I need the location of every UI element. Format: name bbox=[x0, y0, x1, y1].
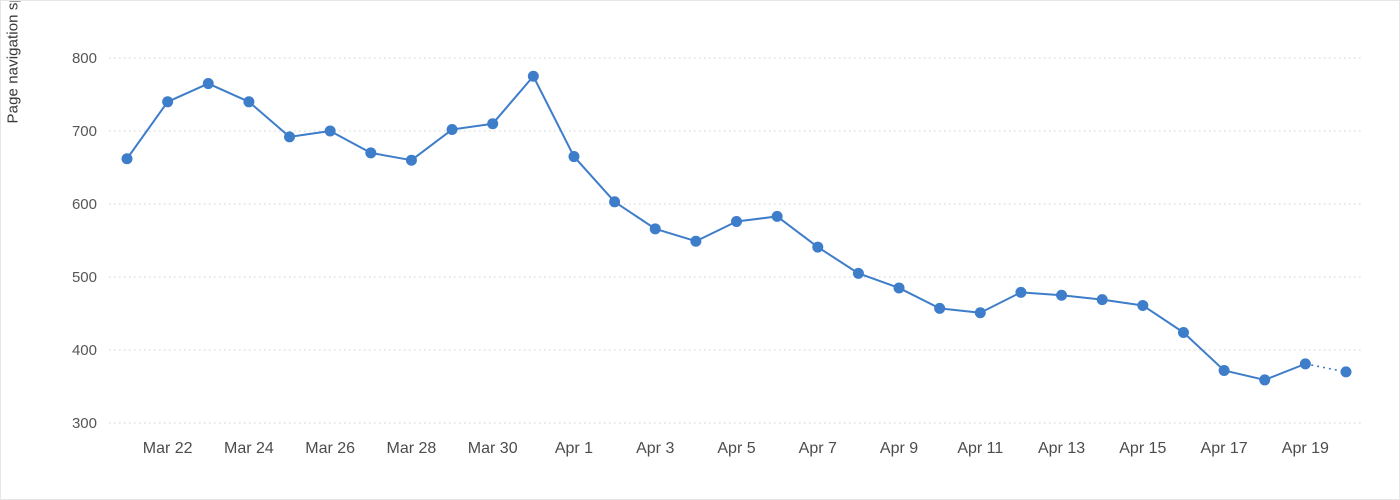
data-point bbox=[1015, 286, 1027, 298]
data-point bbox=[1096, 294, 1108, 306]
data-point bbox=[649, 223, 661, 235]
data-point bbox=[284, 131, 296, 143]
data-point bbox=[731, 216, 742, 228]
x-tick-label: Apr 9 bbox=[880, 440, 918, 457]
data-point bbox=[121, 153, 133, 165]
data-point bbox=[934, 302, 946, 314]
data-point bbox=[852, 267, 864, 279]
x-tick-label: Apr 19 bbox=[1282, 440, 1329, 457]
y-tick-label: 400 bbox=[72, 342, 97, 359]
data-point bbox=[1340, 366, 1352, 378]
chart-line-last-segment bbox=[1305, 363, 1347, 373]
x-tick-label: Apr 15 bbox=[1119, 440, 1166, 457]
x-tick-label: Mar 30 bbox=[468, 440, 518, 457]
data-point bbox=[690, 235, 702, 247]
data-point bbox=[202, 78, 214, 90]
data-point bbox=[162, 96, 174, 108]
y-tick-label: 500 bbox=[72, 269, 97, 286]
data-point bbox=[812, 241, 824, 253]
data-point bbox=[405, 154, 417, 166]
data-point bbox=[609, 196, 621, 208]
data-point bbox=[893, 282, 905, 294]
y-tick-label: 600 bbox=[72, 196, 97, 213]
data-point bbox=[974, 307, 986, 319]
x-tick-label: Apr 17 bbox=[1201, 440, 1248, 457]
x-tick-label: Mar 24 bbox=[224, 440, 274, 457]
data-point bbox=[1259, 374, 1271, 386]
x-tick-label: Apr 1 bbox=[555, 440, 593, 457]
x-tick-label: Apr 3 bbox=[636, 440, 674, 457]
data-point bbox=[365, 147, 377, 159]
data-point bbox=[324, 125, 336, 137]
x-tick-label: Apr 7 bbox=[799, 440, 837, 457]
data-point bbox=[1218, 364, 1230, 376]
y-tick-label: 700 bbox=[72, 123, 97, 140]
x-tick-label: Apr 5 bbox=[717, 440, 755, 457]
x-tick-label: Apr 11 bbox=[957, 440, 1003, 457]
data-point bbox=[446, 124, 458, 136]
x-tick-label: Apr 13 bbox=[1038, 440, 1085, 457]
chart-line bbox=[126, 75, 1307, 381]
x-tick-label: Mar 28 bbox=[387, 440, 437, 457]
data-point bbox=[1137, 299, 1149, 311]
data-point bbox=[771, 210, 783, 222]
data-point bbox=[568, 151, 580, 163]
y-axis-title: Page navigation speed (milliseconds) bbox=[5, 1, 22, 123]
data-point bbox=[487, 118, 499, 130]
data-point bbox=[1299, 358, 1311, 370]
data-point bbox=[1056, 289, 1068, 301]
data-point bbox=[1177, 326, 1189, 338]
x-tick-label: Mar 26 bbox=[305, 440, 355, 457]
x-tick-label: Mar 22 bbox=[143, 440, 193, 457]
y-tick-label: 300 bbox=[72, 415, 97, 432]
y-tick-label: 800 bbox=[72, 50, 97, 67]
data-point bbox=[527, 70, 539, 82]
data-point bbox=[243, 96, 255, 108]
